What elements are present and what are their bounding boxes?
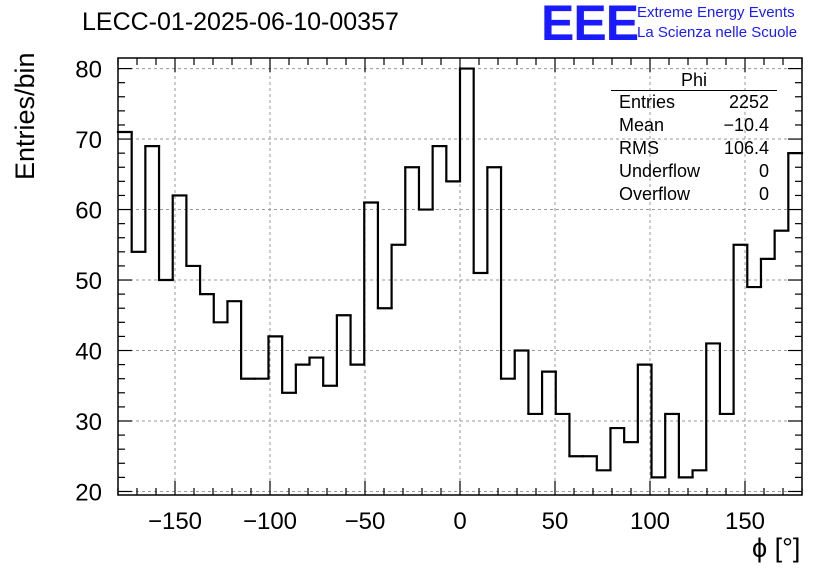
- stats-value: 0: [758, 161, 769, 181]
- stats-value: 2252: [728, 92, 769, 112]
- chart-title: LECC-01-2025-06-10-00357: [82, 8, 399, 36]
- eee-logo: EEE: [541, 0, 639, 51]
- stats-label: Overflow: [619, 184, 691, 204]
- x-tick-label: 150: [725, 508, 765, 535]
- stats-row-entries: Entries 2252: [611, 91, 777, 114]
- stats-value: 0: [758, 184, 769, 204]
- stats-value: −10.4: [723, 115, 769, 135]
- stats-row-overflow: Overflow 0: [611, 183, 777, 206]
- stats-title: Phi: [611, 70, 777, 91]
- y-axis-label: Entries/bin: [10, 52, 40, 180]
- stats-row-mean: Mean −10.4: [611, 114, 777, 137]
- stats-label: Entries: [619, 92, 676, 112]
- logo-line-2: La Scienza nelle Scuole: [637, 24, 798, 41]
- stats-row-underflow: Underflow 0: [611, 160, 777, 183]
- stats-value: 106.4: [723, 138, 769, 158]
- logo-line-1: Extreme Energy Events: [637, 4, 795, 21]
- y-tick-label: 70: [75, 127, 102, 154]
- y-tick-label: 20: [75, 479, 102, 506]
- y-tick-label: 30: [75, 409, 102, 436]
- stats-label: RMS: [619, 138, 659, 158]
- stats-row-rms: RMS 106.4: [611, 137, 777, 160]
- y-tick-label: 60: [75, 198, 102, 225]
- x-axis-label: ϕ [°]: [752, 533, 801, 563]
- stats-label: Underflow: [619, 161, 701, 181]
- stats-box: Phi Entries 2252 Mean −10.4 RMS 106.4 Un…: [611, 70, 777, 206]
- y-tick-label: 50: [75, 268, 102, 295]
- x-tick-label: 50: [542, 508, 569, 535]
- stats-label: Mean: [619, 115, 665, 135]
- x-tick-label: −100: [243, 508, 297, 535]
- logo-caption: Extreme Energy Events La Scienza nelle S…: [637, 3, 797, 43]
- y-tick-label: 80: [75, 57, 102, 84]
- x-tick-label: −50: [345, 508, 386, 535]
- y-tick-label: 40: [75, 339, 102, 366]
- x-tick-label: 0: [453, 508, 466, 535]
- x-tick-label: −150: [148, 508, 202, 535]
- x-tick-label: 100: [630, 508, 670, 535]
